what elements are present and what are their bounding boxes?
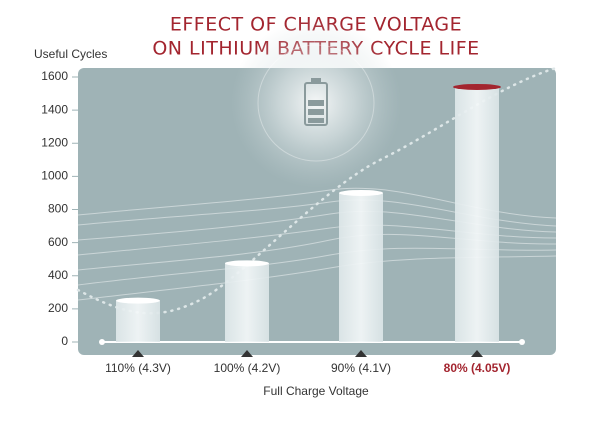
baseline-end — [519, 339, 525, 345]
y-tick-label: 400 — [48, 268, 68, 282]
category-marker — [241, 350, 253, 357]
bar — [339, 192, 383, 342]
category-marker — [471, 350, 483, 357]
bar — [455, 86, 499, 342]
bar-cap — [116, 297, 160, 304]
y-tick-label: 200 — [48, 301, 68, 315]
y-tick-label: 0 — [61, 334, 68, 348]
y-tick-label: 600 — [48, 235, 68, 249]
x-tick-label: 80% (4.05V) — [444, 361, 511, 375]
trend-dots — [76, 66, 558, 315]
x-axis-label: Full Charge Voltage — [263, 384, 369, 398]
y-tick-label: 800 — [48, 202, 68, 216]
bar-cap — [225, 260, 269, 267]
plot-background — [78, 68, 556, 355]
x-tick-label: 110% (4.3V) — [105, 361, 171, 375]
bar — [225, 263, 269, 342]
glow-ring — [257, 44, 375, 162]
bar-cap — [339, 189, 383, 196]
y-axis-label: Useful Cycles — [34, 47, 107, 61]
x-tick-label: 90% (4.1V) — [331, 361, 391, 375]
y-tick-label: 1000 — [41, 169, 68, 183]
x-tick-label: 100% (4.2V) — [214, 361, 281, 375]
category-marker — [355, 350, 367, 357]
y-tick-label: 1600 — [41, 69, 68, 83]
baseline-end — [99, 339, 105, 345]
bar — [116, 300, 160, 342]
y-tick-label: 1400 — [41, 102, 68, 116]
battery-icon — [304, 78, 328, 126]
y-tick-label: 1200 — [41, 135, 68, 149]
category-marker — [132, 350, 144, 357]
bar-cap — [453, 83, 501, 90]
